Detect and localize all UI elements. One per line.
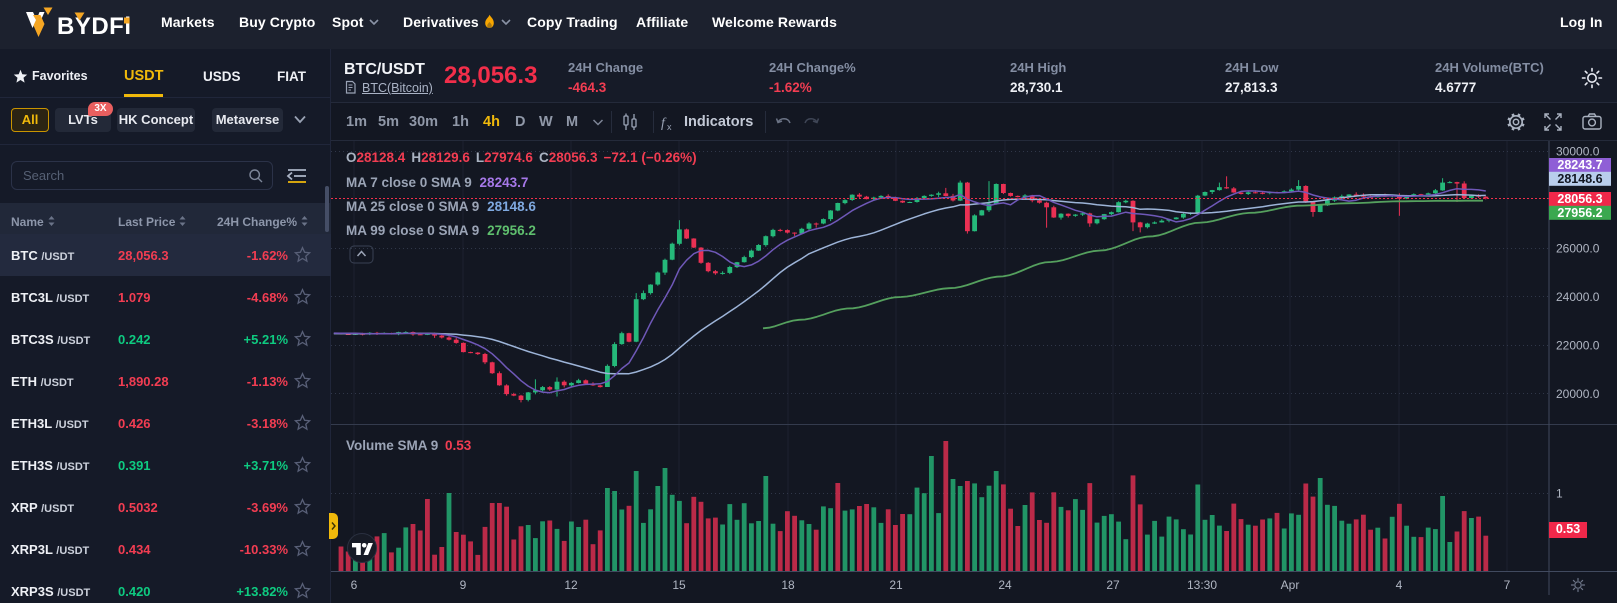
svg-text:12: 12: [564, 578, 578, 592]
svg-text:15: 15: [672, 578, 686, 592]
svg-text:MA 99 close 0 SMA 9 27956.2: MA 99 close 0 SMA 9 27956.2: [346, 223, 536, 238]
svg-text:24: 24: [998, 578, 1012, 592]
svg-text:MA 25 close 0 SMA 9 28148.6: MA 25 close 0 SMA 9 28148.6: [346, 199, 536, 214]
svg-text:30000.0: 30000.0: [1556, 145, 1600, 159]
svg-text:BYDFi: BYDFi: [57, 13, 132, 40]
svg-text:26000.0: 26000.0: [1556, 242, 1600, 256]
svg-text:6: 6: [351, 578, 358, 592]
svg-text:28243.7: 28243.7: [1557, 158, 1602, 172]
svg-text:27: 27: [1106, 578, 1120, 592]
svg-text:28148.6: 28148.6: [1557, 172, 1602, 186]
svg-text:MA 7 close 0 SMA 9 28243.7: MA 7 close 0 SMA 9 28243.7: [346, 175, 528, 190]
svg-text:18: 18: [781, 578, 795, 592]
svg-text:4: 4: [1396, 578, 1403, 592]
svg-text:13:30: 13:30: [1187, 578, 1217, 592]
svg-text:21: 21: [889, 578, 903, 592]
svg-text:22000.0: 22000.0: [1556, 339, 1600, 353]
svg-text:7: 7: [1504, 578, 1511, 592]
svg-text:0.53: 0.53: [1556, 522, 1580, 536]
svg-text:1: 1: [1556, 487, 1563, 501]
svg-text:27956.2: 27956.2: [1557, 206, 1602, 220]
svg-text:20000.0: 20000.0: [1556, 387, 1600, 401]
svg-text:Apr: Apr: [1281, 578, 1300, 592]
svg-text:x: x: [667, 122, 672, 131]
svg-text:28056.3: 28056.3: [1557, 192, 1602, 206]
svg-text:24000.0: 24000.0: [1556, 290, 1600, 304]
svg-text:Volume SMA 9 0.53: Volume SMA 9 0.53: [346, 438, 472, 453]
svg-text:f: f: [661, 116, 667, 131]
svg-text:9: 9: [460, 578, 467, 592]
